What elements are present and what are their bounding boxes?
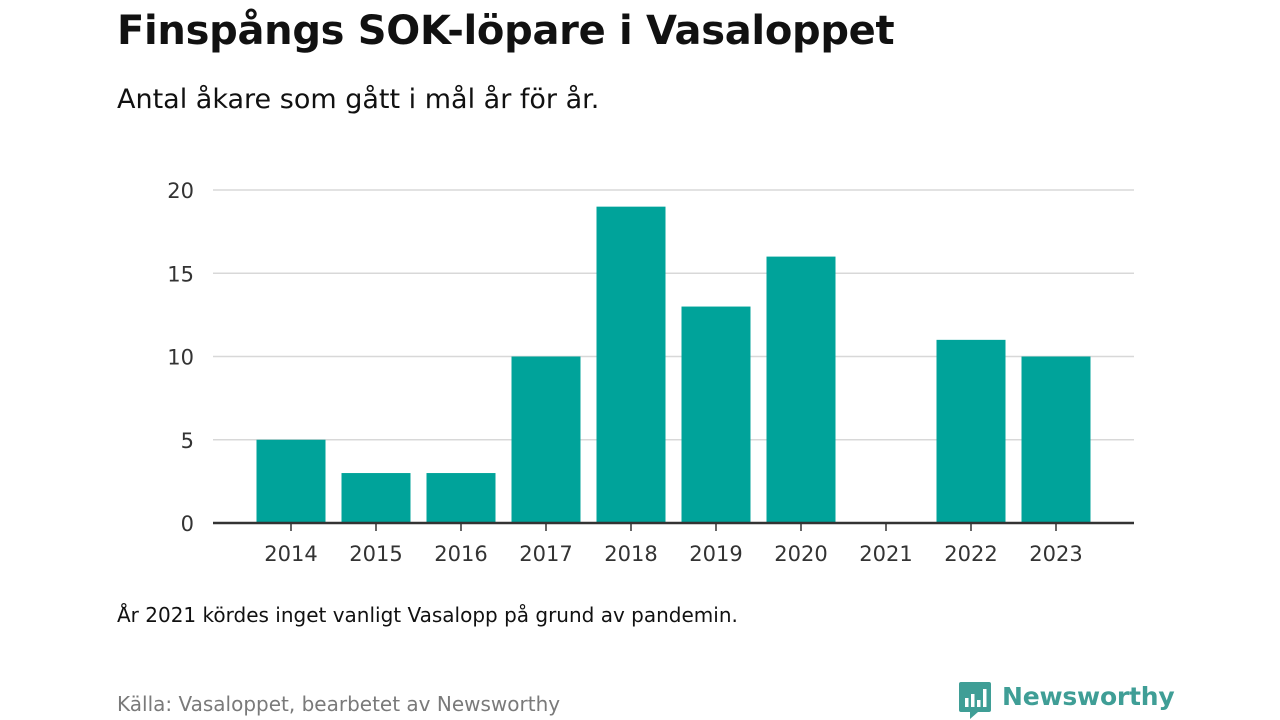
x-tick-label: 2020: [774, 542, 827, 566]
y-tick-label: 15: [167, 262, 194, 286]
y-tick-label: 20: [167, 179, 194, 203]
y-tick-label: 0: [181, 512, 194, 536]
x-tick-label: 2014: [264, 542, 317, 566]
bar-chart: 0 5 10 15 20 2014 2015 2016 2017 2018 2019 2020 2021…: [167, 179, 1134, 566]
chart-subtitle: Antal åkare som gått i mål år för år.: [117, 84, 600, 115]
bar: [511, 356, 581, 523]
chart-title: Finspångs SOK-löpare i Vasaloppet: [117, 8, 895, 54]
newsworthy-logo[interactable]: Newsworthy: [958, 680, 1175, 720]
source-credit: Källa: Vasaloppet, bearbetet av Newswort…: [117, 692, 561, 716]
bar: [596, 206, 666, 523]
x-tick-label: 2018: [604, 542, 657, 566]
x-tick-label: 2022: [944, 542, 997, 566]
chart-bars-icon: [959, 682, 991, 719]
y-tick-label: 10: [167, 346, 194, 370]
brand-name: Newsworthy: [1002, 682, 1175, 711]
bar: [766, 256, 836, 523]
bar: [681, 306, 751, 523]
x-tick-label: 2023: [1029, 542, 1082, 566]
bar: [936, 339, 1006, 523]
y-tick-label: 5: [181, 429, 194, 453]
bar: [256, 439, 326, 523]
bar: [341, 473, 411, 523]
x-tick-label: 2019: [689, 542, 742, 566]
x-tick-label: 2021: [859, 542, 912, 566]
x-tick-label: 2016: [434, 542, 487, 566]
bar: [426, 473, 496, 523]
bar: [1021, 356, 1091, 523]
x-tick-label: 2017: [519, 542, 572, 566]
x-tick-label: 2015: [349, 542, 402, 566]
footnote: År 2021 kördes inget vanligt Vasalopp på…: [117, 603, 738, 627]
